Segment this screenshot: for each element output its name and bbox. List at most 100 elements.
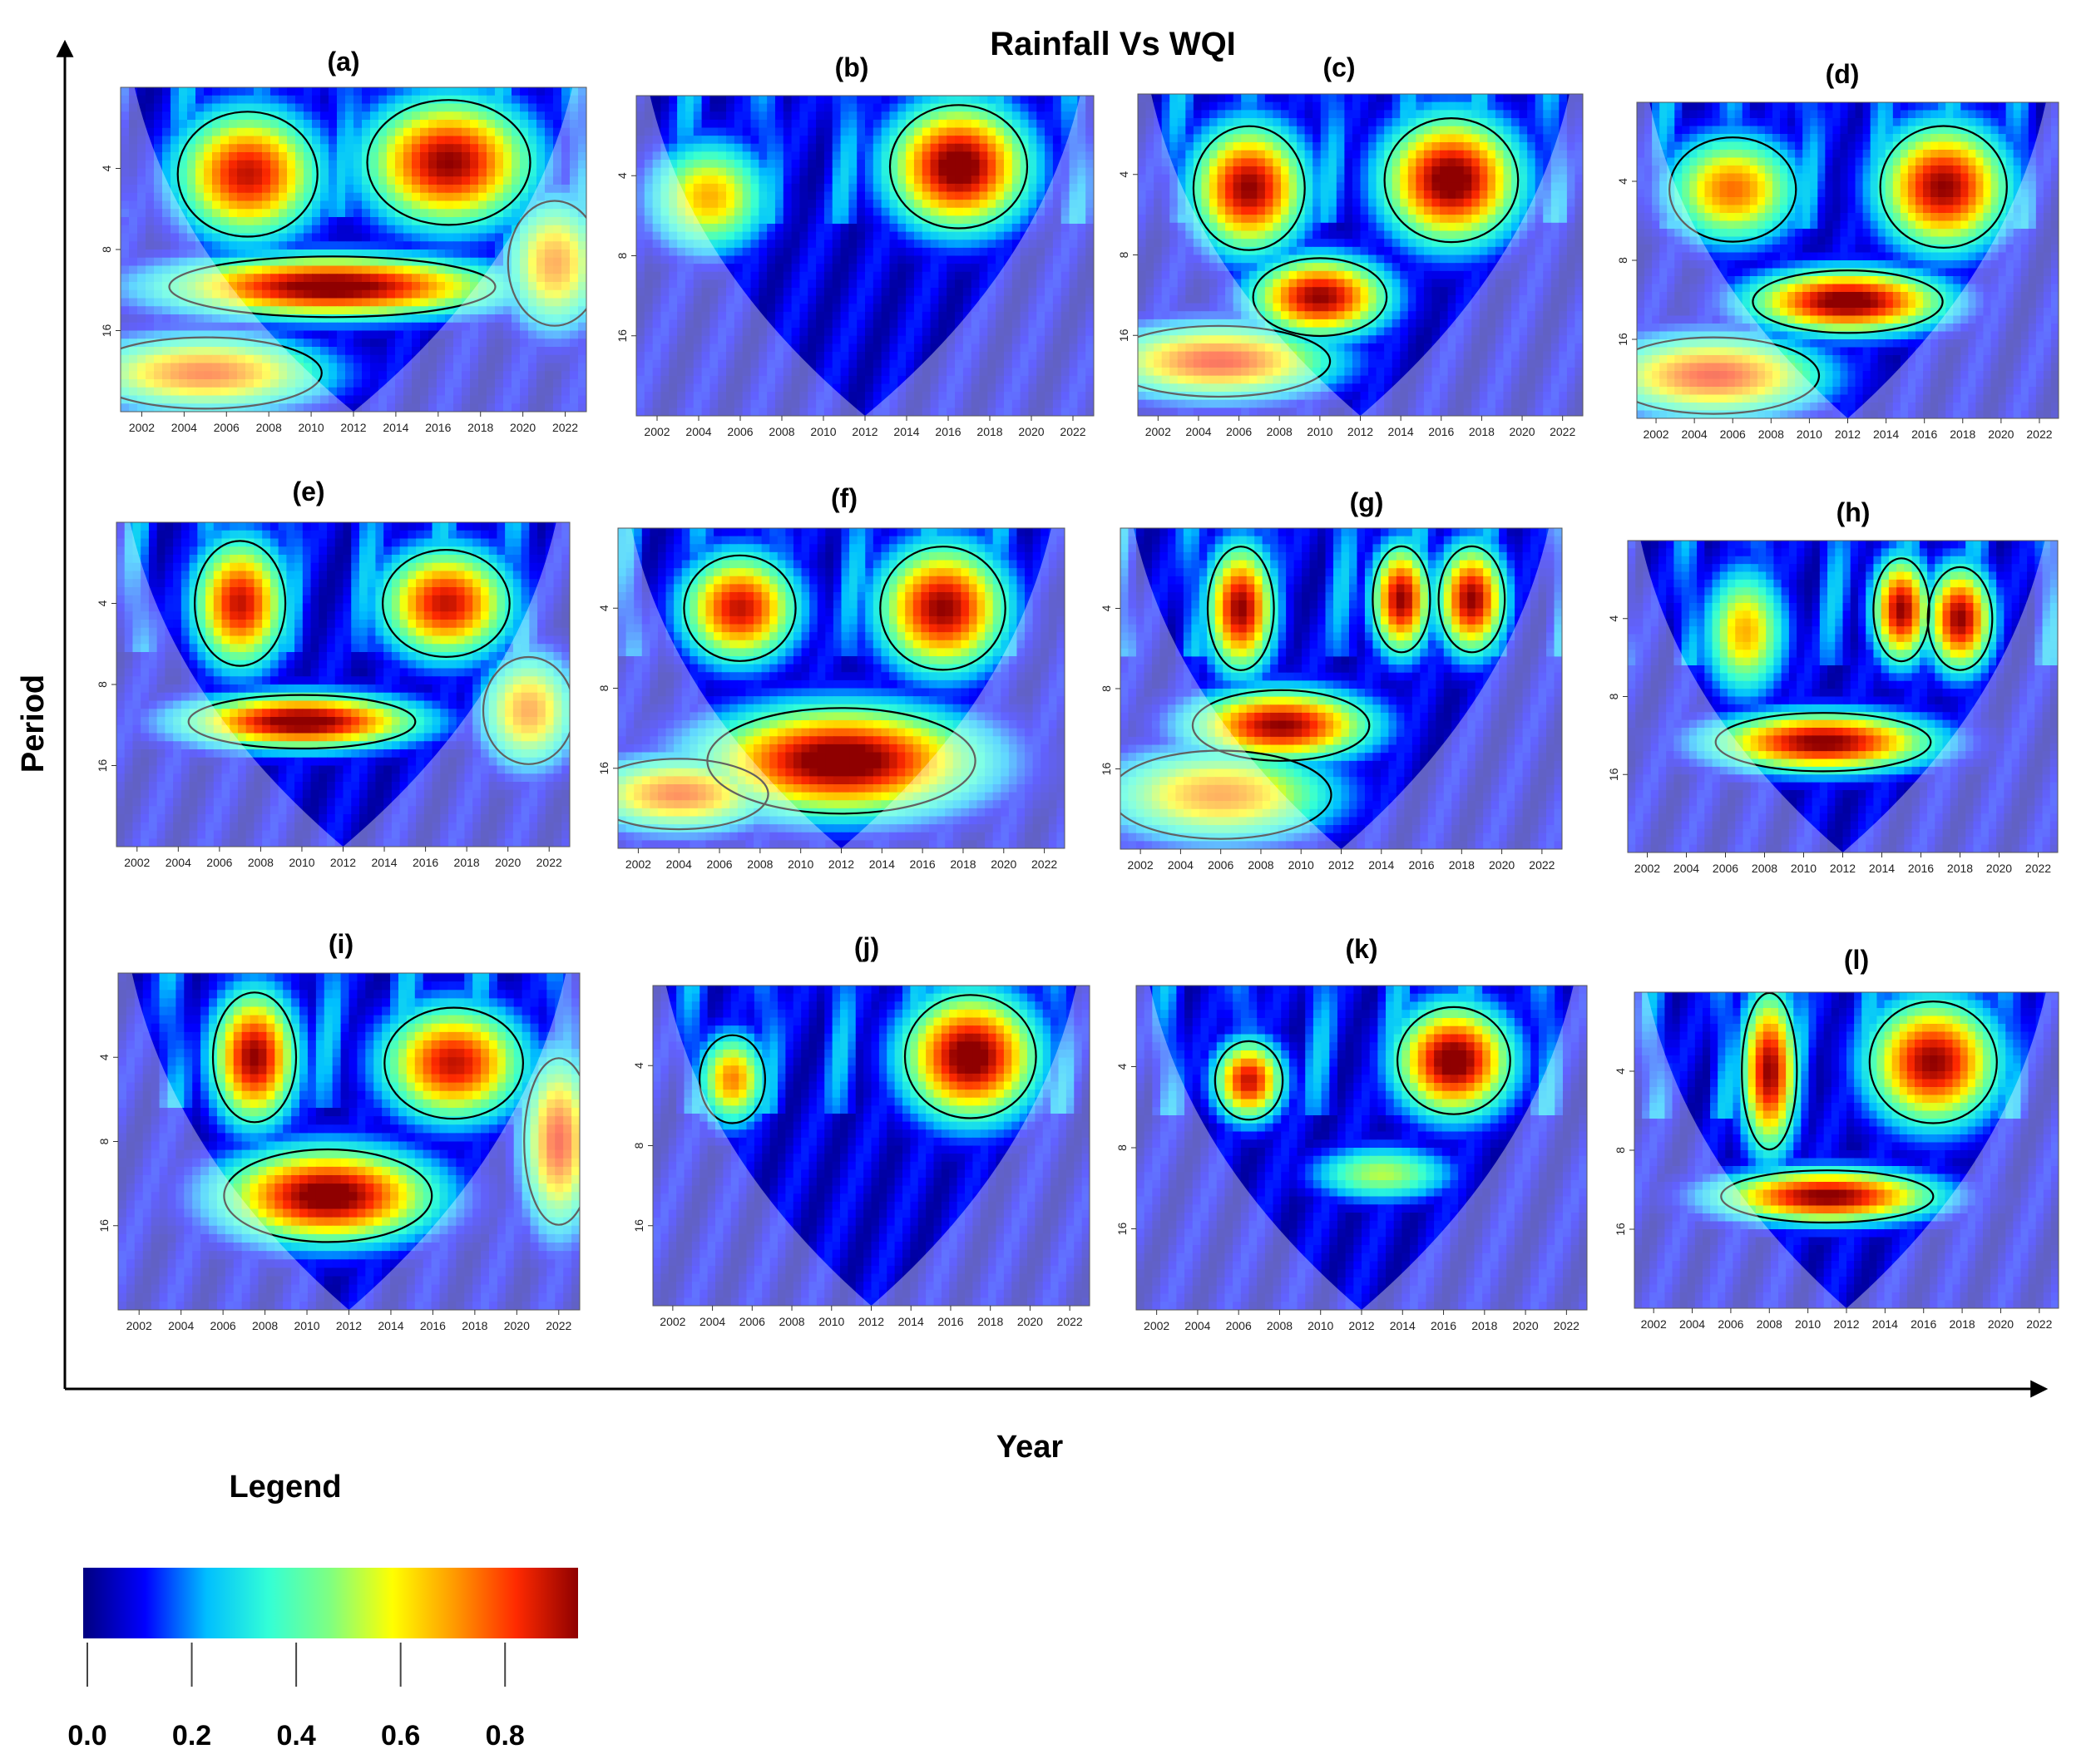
y-tick-label: 8 (632, 1142, 645, 1149)
x-tick-label: 2004 (171, 421, 197, 434)
x-tick-label: 2022 (1057, 1315, 1083, 1328)
y-tick-label: 16 (597, 762, 611, 775)
y-tick-label: 16 (96, 759, 109, 773)
panel-g: (g) 2002 2004 2006 2008 2010 2012 2014 2016 2018 2… (1100, 487, 1563, 872)
x-tick-label: 2006 (206, 856, 232, 869)
x-tick-label: 2018 (1469, 425, 1495, 438)
y-tick-label: 8 (615, 252, 629, 259)
cone-of-influence-left (1136, 986, 1362, 1310)
panel-c: (c) 2002 2004 2006 2008 2010 2012 2014 2016 2018 2… (1117, 52, 1584, 438)
significance-contour (121, 336, 323, 410)
legend-ticks: 0.0 0.2 0.4 0.6 0.8 (67, 1643, 525, 1752)
x-tick-label: 2012 (1830, 862, 1856, 875)
x-tick-label: 2008 (769, 425, 794, 438)
y-tick-label: 16 (1115, 1223, 1129, 1236)
x-tick-label: 2014 (898, 1315, 924, 1328)
x-tick-label: 2022 (1554, 1319, 1579, 1332)
x-tick-label: 2014 (1388, 425, 1414, 438)
significance-contour (366, 99, 531, 226)
x-tick-label: 2014 (893, 425, 919, 438)
significance-contour (1752, 269, 1944, 334)
legend-title: Legend (229, 1470, 341, 1505)
x-tick-label: 2008 (256, 421, 282, 434)
y-tick-label: 8 (96, 681, 109, 688)
cone-of-influence-left (1120, 528, 1342, 849)
x-tick-label: 2016 (1911, 1317, 1936, 1331)
x-tick-label: 2022 (552, 421, 578, 434)
x-tick-label: 2010 (810, 425, 836, 438)
x-tick-label: 2010 (1288, 858, 1314, 872)
coherence-field (118, 973, 580, 1310)
x-tick-label: 2004 (1185, 425, 1211, 438)
x-tick-label: 2012 (336, 1319, 362, 1332)
x-tick-label: 2002 (126, 1319, 152, 1332)
significance-contour (523, 1057, 580, 1226)
x-tick-label: 2004 (166, 856, 191, 869)
x-tick-label: 2012 (330, 856, 356, 869)
significance-contour (194, 540, 287, 667)
y-tick-label: 4 (1117, 171, 1130, 178)
x-tick-label: 2014 (383, 421, 408, 434)
x-tick-label: 2012 (1347, 425, 1373, 438)
significance-contour (903, 994, 1037, 1119)
x-tick-label: 2022 (1550, 425, 1575, 438)
significance-contour (1252, 257, 1388, 338)
x-tick-label: 2022 (536, 856, 562, 869)
coherence-field (636, 96, 1094, 416)
x-tick-label: 2006 (1720, 427, 1746, 441)
x-tick-label: 2008 (1757, 1317, 1782, 1331)
figure-title: Rainfall Vs WQI (990, 26, 1236, 62)
x-tick-label: 2016 (935, 425, 961, 438)
x-tick-label: 2016 (937, 1315, 963, 1328)
x-tick-label: 2002 (1128, 858, 1154, 872)
cone-of-influence-right (871, 986, 1090, 1306)
x-tick-label: 2020 (1513, 1319, 1539, 1332)
x-tick-label: 2006 (706, 857, 732, 871)
y-tick-label: 8 (97, 1138, 111, 1144)
legend-tick-label: 0.4 (276, 1720, 315, 1752)
x-tick-label: 2008 (779, 1315, 804, 1328)
significance-contour (1741, 992, 1798, 1151)
coherence-field (618, 528, 1065, 848)
panel-l: (l) 2002 2004 2006 2008 2010 2012 2014 2016 2018 2… (1614, 945, 2059, 1331)
cone-of-influence-left (1634, 992, 1846, 1308)
x-tick-label: 2012 (828, 857, 854, 871)
x-tick-label: 2018 (977, 1315, 1003, 1328)
coherence-field (1120, 528, 1562, 849)
significance-contour (1437, 545, 1506, 654)
x-tick-label: 2006 (1208, 858, 1233, 872)
significance-contour (683, 554, 797, 662)
x-tick-label: 2020 (1018, 425, 1044, 438)
x-tick-label: 2010 (818, 1315, 844, 1328)
legend-tick-label: 0.2 (172, 1720, 211, 1752)
x-tick-label: 2006 (727, 425, 753, 438)
x-tick-label: 2012 (852, 425, 877, 438)
x-tick-label: 2006 (1226, 425, 1252, 438)
x-tick-label: 2008 (1267, 425, 1293, 438)
coherence-field (653, 986, 1090, 1306)
cone-of-influence-left (636, 96, 865, 416)
x-tick-label: 2016 (1908, 862, 1934, 875)
x-tick-label: 2002 (1643, 427, 1668, 441)
coherence-field (1637, 102, 2059, 418)
x-tick-label: 2002 (1145, 425, 1171, 438)
significance-contour (1668, 136, 1797, 243)
cone-of-influence-left (116, 522, 344, 847)
x-tick-label: 2018 (1950, 427, 1975, 441)
y-tick-label: 8 (1117, 251, 1130, 258)
significance-contour (1138, 324, 1332, 398)
x-tick-label: 2006 (1713, 862, 1738, 875)
significance-contour (1637, 336, 1821, 415)
panel-k: (k) 2002 2004 2006 2008 2010 2012 2014 2016 2018 2… (1115, 934, 1588, 1332)
x-tick-label: 2018 (950, 857, 976, 871)
x-tick-label: 2016 (1911, 427, 1937, 441)
y-tick-label: 16 (1607, 768, 1620, 781)
cone-of-influence-right (865, 96, 1094, 416)
cone-of-influence-left (121, 87, 353, 412)
x-tick-label: 2006 (1718, 1317, 1743, 1331)
y-tick-label: 16 (615, 329, 629, 343)
x-tick-label: 2004 (1679, 1317, 1705, 1331)
cone-of-influence-right (343, 522, 570, 847)
y-tick-label: 16 (1100, 763, 1113, 776)
x-tick-label: 2008 (1758, 427, 1784, 441)
